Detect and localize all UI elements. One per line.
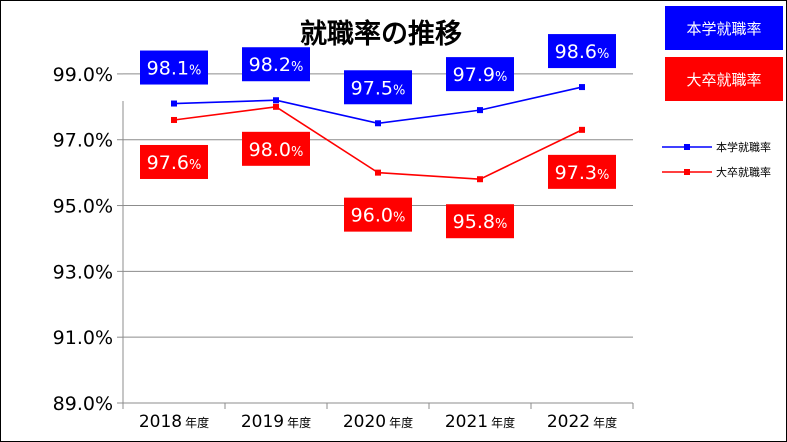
x-tick-labels: 2018 年度 2019 年度 2020 年度 2021 年度 2022 年度 (139, 412, 617, 432)
data-label-box (242, 131, 310, 166)
data-point (171, 116, 177, 123)
legend-marker (684, 169, 690, 175)
y-tick-label: 97.0% (53, 130, 113, 152)
callout-label-red: 大卒就職率 (686, 71, 761, 89)
data-label: 98.2% (249, 54, 304, 76)
data-label: 98.6% (555, 41, 610, 63)
data-label-box (548, 154, 616, 189)
legend-marker (684, 144, 690, 150)
x-tick-label: 2019 年度 (241, 412, 311, 432)
data-point (477, 107, 483, 114)
callout-label-blue: 本学就職率 (686, 20, 761, 38)
y-tick-label: 99.0% (53, 64, 113, 86)
data-label-box (344, 197, 412, 232)
callout-box-red (665, 57, 783, 101)
data-labels: 98.1% 98.2% 97.5% 97.9% 98.6% 97.6% 98.0% 96.0%… (140, 34, 616, 239)
data-label: 97.6% (147, 152, 202, 174)
y-tick-label: 95.0% (53, 196, 113, 218)
x-tick-label: 2021 年度 (445, 412, 515, 432)
data-label: 96.0% (351, 205, 406, 227)
legend-label: 大卒就職率 (716, 165, 771, 179)
data-point (273, 103, 279, 110)
x-tick-label: 2020 年度 (343, 412, 413, 432)
data-label-box (446, 204, 514, 239)
data-point (579, 84, 585, 91)
data-label: 97.3% (555, 162, 610, 184)
series-group (171, 84, 585, 183)
data-point (171, 100, 177, 107)
data-label: 95.8% (453, 211, 508, 233)
data-label-box (344, 70, 412, 105)
data-label: 97.9% (453, 64, 508, 86)
data-point (375, 120, 381, 127)
legend-label: 本学就職率 (716, 140, 771, 154)
data-point (579, 126, 585, 133)
data-point (273, 97, 279, 104)
series-line-2 (173, 105, 583, 181)
x-tick-label: 2018 年度 (139, 412, 209, 432)
x-tick-label: 2022 年度 (547, 412, 617, 432)
data-label: 97.5% (351, 77, 406, 99)
y-tick-label: 91.0% (53, 327, 113, 349)
callout-box-blue (665, 6, 783, 50)
chart-title: 就職率の推移 (300, 18, 462, 50)
data-point (375, 169, 381, 176)
data-label: 98.1% (147, 58, 202, 80)
y-tick-labels: 89.0% 91.0% 93.0% 95.0% 97.0% 99.0% (53, 64, 113, 415)
y-tick-label: 93.0% (53, 261, 113, 283)
data-label-box (242, 47, 310, 82)
data-label-box (548, 34, 616, 69)
data-label: 98.0% (249, 139, 304, 161)
y-tick-label: 89.0% (53, 393, 113, 415)
data-point (477, 176, 483, 183)
data-label-box (140, 144, 208, 179)
axes (117, 73, 634, 409)
data-label-box (446, 57, 514, 92)
data-label-box (140, 50, 208, 85)
